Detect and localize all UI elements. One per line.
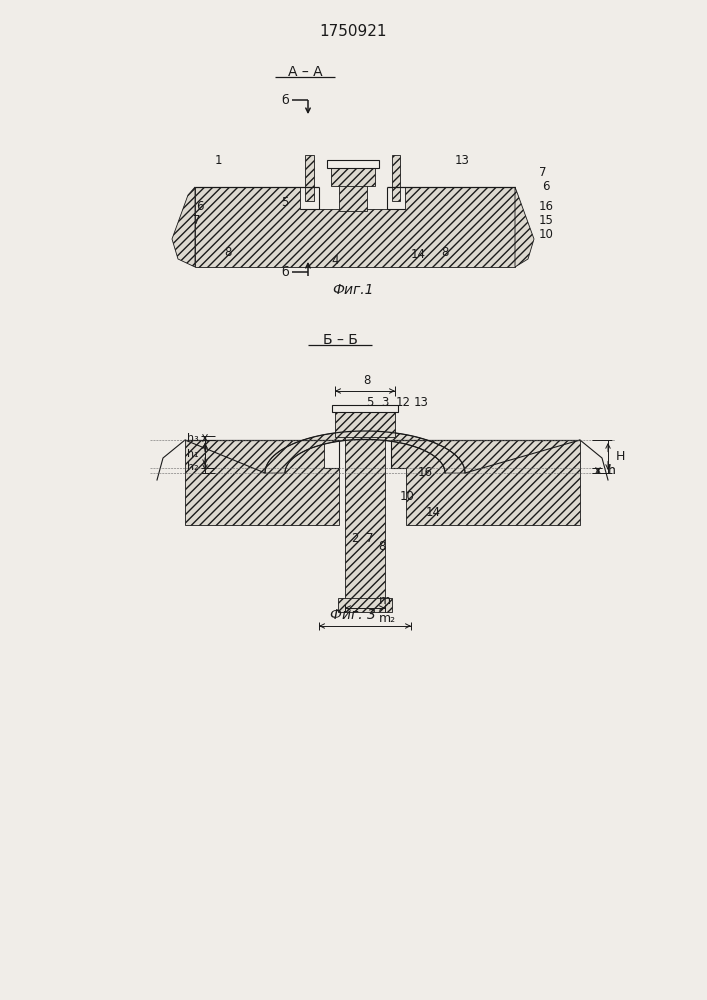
Polygon shape [335,412,395,437]
Polygon shape [331,168,375,186]
Text: 7: 7 [366,532,374,546]
Polygon shape [265,431,465,473]
Text: 8: 8 [224,245,232,258]
Text: 14: 14 [426,506,440,520]
Text: 7: 7 [193,215,201,228]
Text: 1: 1 [214,153,222,166]
Text: 14: 14 [411,248,426,261]
Text: 6: 6 [542,180,550,192]
Polygon shape [172,187,195,267]
Polygon shape [327,160,379,168]
Polygon shape [392,155,400,201]
Text: 15: 15 [539,215,554,228]
Text: А – А: А – А [288,65,322,79]
Text: 10: 10 [399,490,414,504]
Text: 10: 10 [539,229,554,241]
Polygon shape [305,155,314,201]
Text: б: б [281,94,289,106]
Text: Фиг.1: Фиг.1 [332,283,374,297]
Text: Фиг. 3: Фиг. 3 [330,608,376,622]
Text: h: h [608,464,616,477]
Text: m₂: m₂ [378,611,395,624]
Polygon shape [185,440,339,525]
Polygon shape [345,436,385,600]
Text: 5: 5 [281,196,288,209]
Polygon shape [338,598,392,612]
Text: 16: 16 [539,200,554,214]
Text: 12: 12 [395,395,411,408]
Text: h₃: h₃ [187,433,199,443]
Text: 8: 8 [378,540,386,554]
Text: H: H [615,450,625,463]
Text: Б – Б: Б – Б [322,333,358,347]
Text: 4: 4 [332,253,339,266]
Text: 7: 7 [539,165,547,178]
Text: h₂: h₂ [187,462,199,472]
Text: 13: 13 [455,153,469,166]
Text: 6: 6 [197,200,204,214]
Text: 5: 5 [366,395,374,408]
Polygon shape [332,405,398,412]
Polygon shape [515,187,534,267]
Text: 8: 8 [441,245,449,258]
Text: 1750921: 1750921 [320,24,387,39]
Text: m: m [379,593,391,606]
Text: h₁: h₁ [187,449,199,459]
Text: 8: 8 [363,374,370,387]
Polygon shape [391,440,580,525]
Text: 3: 3 [381,395,389,408]
Text: 2: 2 [351,532,358,546]
Text: 16: 16 [418,466,433,480]
Polygon shape [195,187,515,267]
Text: 13: 13 [414,395,428,408]
Polygon shape [339,185,367,211]
Text: б: б [281,265,289,278]
